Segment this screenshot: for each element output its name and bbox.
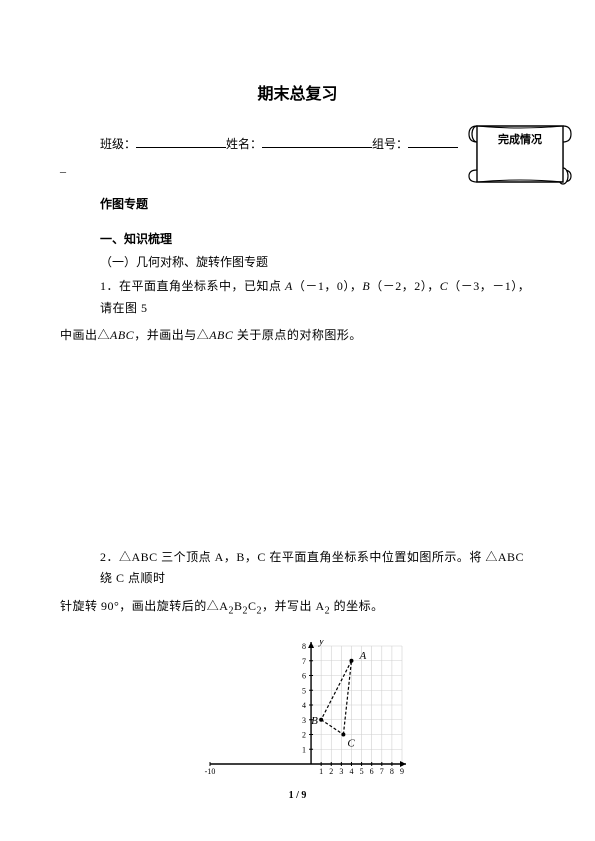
chart-svg: -1012345678912345678yABC (188, 640, 408, 780)
q2-l2d: ，并写出 A (262, 599, 325, 613)
q2-l2a: 针旋转 90°，画出旋转后的△A (60, 599, 228, 613)
q1-line2: 中画出△ABC，并画出与△ABC 关于原点的对称图形。 (60, 325, 535, 347)
stray-underscore: _ (60, 160, 535, 175)
q1-part1: 1．在平面直角坐标系中，已知点 (100, 279, 285, 293)
svg-text:1: 1 (302, 746, 306, 755)
svg-text:4: 4 (302, 701, 306, 710)
class-label: 班级： (100, 135, 136, 152)
q2-line2: 针旋转 90°，画出旋转后的△A2B2C2，并写出 A2 的坐标。 (60, 596, 535, 620)
badge-text: 完成情况 (498, 132, 542, 146)
svg-text:5: 5 (359, 767, 363, 776)
svg-text:C: C (347, 738, 355, 750)
svg-text:2: 2 (302, 731, 306, 740)
q1-A-coord: （－1，0）， (293, 279, 363, 293)
subsection-symmetry: （一）几何对称、旋转作图专题 (100, 253, 535, 270)
q1-ABC2: ABC (209, 328, 233, 342)
q1-C: C (440, 279, 449, 293)
svg-text:A: A (358, 650, 366, 662)
q1-line1: 1．在平面直角坐标系中，已知点 A（－1，0），B（－2，2），C（－3，－1）… (100, 276, 535, 319)
class-blank[interactable] (136, 134, 226, 148)
section-construction: 作图专题 (100, 195, 535, 212)
page-title: 期末总复习 (60, 80, 535, 104)
group-blank[interactable] (408, 134, 458, 148)
q1-l2c: 关于原点的对称图形。 (233, 328, 362, 342)
svg-text:-10: -10 (204, 767, 215, 776)
svg-text:y: y (318, 640, 324, 647)
svg-text:8: 8 (389, 767, 393, 776)
group-label: 组号： (372, 135, 408, 152)
svg-text:3: 3 (302, 716, 306, 725)
name-blank[interactable] (262, 134, 372, 148)
svg-text:8: 8 (302, 642, 306, 651)
completion-badge: 完成情况 (465, 118, 575, 186)
svg-text:B: B (311, 715, 318, 727)
q1-l2a: 中画出△ (60, 328, 110, 342)
svg-text:2: 2 (329, 767, 333, 776)
q1-ABC1: ABC (110, 328, 134, 342)
svg-text:5: 5 (302, 687, 306, 696)
svg-text:3: 3 (339, 767, 343, 776)
coordinate-chart: -1012345678912345678yABC (60, 640, 535, 784)
name-label: 姓名： (226, 135, 262, 152)
svg-text:9: 9 (400, 767, 404, 776)
svg-text:4: 4 (349, 767, 353, 776)
svg-text:7: 7 (379, 767, 383, 776)
q2-line1: 2．△ABC 三个顶点 A，B，C 在平面直角坐标系中位置如图所示。将 △ABC… (100, 547, 535, 590)
q1-B-coord: （－2，2）， (370, 279, 440, 293)
q2-l2e: 的坐标。 (330, 599, 384, 613)
q1-l2b: ，并画出与△ (134, 328, 209, 342)
svg-text:6: 6 (369, 767, 373, 776)
svg-text:6: 6 (302, 672, 306, 681)
page-number: 1 / 9 (0, 790, 595, 801)
svg-text:7: 7 (302, 657, 306, 666)
q2-l2c: C (248, 599, 257, 613)
q1-A: A (285, 279, 293, 293)
section-knowledge: 一、知识梳理 (100, 230, 535, 247)
svg-text:1: 1 (319, 767, 323, 776)
